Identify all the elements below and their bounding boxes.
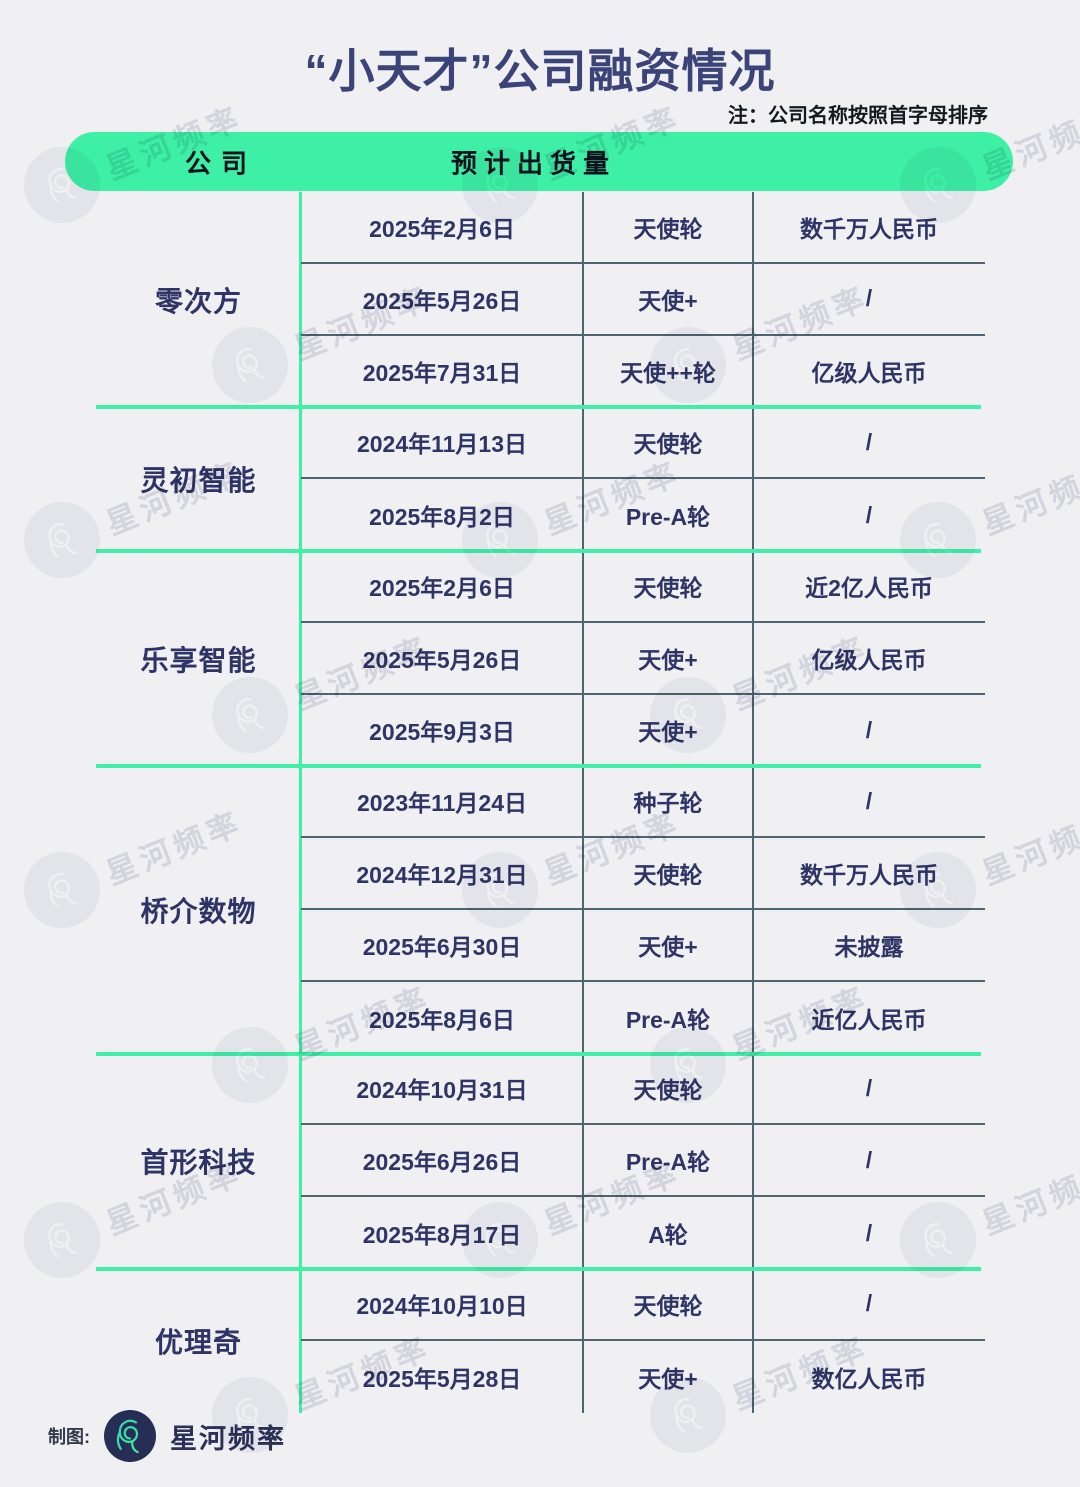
- round-amount: /: [753, 264, 985, 336]
- round-date: 2025年5月26日: [301, 264, 583, 336]
- round-date: 2025年5月26日: [301, 623, 583, 695]
- watermark: 星河频率: [1076, 258, 1080, 415]
- watermark-squiggle-logo-icon: [1076, 315, 1080, 415]
- round-date: 2025年2月6日: [301, 551, 583, 623]
- watermark: 星河频率: [1076, 958, 1080, 1115]
- company-name: 乐享智能: [140, 644, 257, 676]
- funding-table: 零次方 2025年2月6日 天使轮 数千万人民币 2025年5月26日 天使+/2025年…: [96, 192, 985, 1413]
- brand-logo-icon: [104, 1410, 156, 1462]
- round-amount: 亿级人民币: [753, 623, 985, 695]
- round-date: 2025年6月30日: [301, 910, 583, 982]
- sort-note: 注：公司名称按照首字母排序: [728, 105, 988, 127]
- round-amount: 数亿人民币: [811, 1365, 927, 1392]
- round-date: 2025年8月17日: [362, 1222, 522, 1249]
- page-title: “小天才”公司融资情况: [304, 45, 776, 97]
- divider-vertical-dark-1: [582, 192, 584, 1413]
- watermark-squiggle-logo-icon: [1076, 1365, 1080, 1465]
- round-stage: Pre-A轮: [583, 1125, 753, 1198]
- round-stage: 天使轮: [583, 192, 753, 264]
- round-stage: A轮: [648, 1222, 688, 1249]
- round-stage: 种子轮: [583, 766, 753, 839]
- company-name: 桥介数物: [140, 895, 257, 927]
- round-stage: 天使+: [638, 1365, 698, 1392]
- divider-vertical-green: [299, 192, 302, 1413]
- round-date: 2024年10月10日: [301, 1269, 583, 1341]
- round-stage: 天使+: [583, 910, 753, 982]
- watermark-squiggle-logo-icon: [1076, 1015, 1080, 1115]
- company-block: 乐享智能 2025年2月6日 天使轮 近2亿人民币 2025年5月26日 天使+ 亿级人民币…: [96, 551, 985, 769]
- round-stage: 天使++轮: [620, 360, 716, 387]
- company-block: 首形科技 2024年10月31日 天使轮/2025年6月26日 Pre-A轮/2025…: [96, 1054, 985, 1272]
- round-amount: /: [753, 1054, 985, 1126]
- company-name: 首形科技: [140, 1147, 257, 1179]
- watermark-text: 星河频率: [977, 1154, 1080, 1242]
- round-amount: 亿级人民币: [811, 360, 927, 387]
- round-amount: 数千万人民币: [753, 192, 985, 264]
- round-stage: 天使+: [638, 719, 698, 746]
- round-date: 2024年11月13日: [301, 407, 583, 480]
- round-stage: Pre-A轮: [625, 1006, 711, 1033]
- round-date: 2025年5月28日: [362, 1365, 522, 1392]
- round-stage: 天使+: [583, 623, 753, 695]
- round-amount: /: [753, 407, 985, 480]
- round-amount: /: [865, 501, 873, 528]
- credit-label: 制图:: [48, 1427, 90, 1447]
- company-block: 桥介数物 2023年11月24日 种子轮/ 2024年12月31日 天使轮 数千万人民币 2…: [96, 766, 985, 1056]
- round-date: 2025年6月26日: [301, 1125, 583, 1198]
- round-stage: 天使轮: [583, 1269, 753, 1341]
- round-date: 2024年10月31日: [301, 1054, 583, 1126]
- round-amount: /: [753, 1125, 985, 1198]
- round-stage: 天使轮: [583, 838, 753, 910]
- round-date: 2025年2月6日: [301, 192, 583, 264]
- round-stage: 天使+: [583, 264, 753, 336]
- round-amount: 数千万人民币: [753, 838, 985, 910]
- round-amount: 近2亿人民币: [753, 551, 985, 623]
- table-header-bar: 公司 预计出货量: [65, 132, 1013, 191]
- round-amount: 近亿人民币: [811, 1006, 927, 1033]
- header-company-label: 公司: [185, 148, 258, 178]
- watermark-text: 星河频率: [977, 804, 1080, 892]
- round-amount: /: [865, 1219, 873, 1246]
- round-amount: /: [753, 1269, 985, 1341]
- round-amount: 未披露: [753, 910, 985, 982]
- round-amount: /: [753, 766, 985, 839]
- round-stage: 天使轮: [583, 407, 753, 480]
- company-block: 零次方 2025年2月6日 天使轮 数千万人民币 2025年5月26日 天使+/ 2025年…: [96, 192, 985, 410]
- round-date: 2023年11月24日: [301, 766, 583, 839]
- watermark-text: 星河频率: [977, 454, 1080, 542]
- divider-vertical-dark-2: [752, 192, 754, 1413]
- company-name: 灵初智能: [140, 465, 257, 497]
- round-date: 2025年8月6日: [369, 1006, 515, 1033]
- round-stage: Pre-A轮: [625, 504, 711, 531]
- round-date: 2025年7月31日: [362, 360, 522, 387]
- round-stage: 天使轮: [583, 551, 753, 623]
- brand-name: 星河频率: [170, 1423, 286, 1454]
- watermark: 星河频率: [1076, 608, 1080, 765]
- footer: 制图: 星河频率: [48, 1410, 286, 1462]
- round-stage: 天使轮: [583, 1054, 753, 1126]
- company-block: 优理奇 2024年10月10日 天使轮/ 2025年5月28日 天使+ 数亿人民币: [96, 1269, 985, 1413]
- round-amount: /: [865, 716, 873, 743]
- company-name: 零次方: [154, 285, 242, 317]
- header-shipments-label: 预计出货量: [451, 148, 617, 178]
- company-name: 优理奇: [154, 1326, 242, 1358]
- round-date: 2025年9月3日: [369, 719, 515, 746]
- round-date: 2025年8月2日: [369, 504, 515, 531]
- watermark-squiggle-logo-icon: [1076, 665, 1080, 765]
- company-block: 灵初智能 2024年11月13日 天使轮/2025年8月2日 Pre-A轮 /: [96, 407, 985, 553]
- watermark: 星河频率: [1076, 1308, 1080, 1465]
- round-date: 2024年12月31日: [301, 838, 583, 910]
